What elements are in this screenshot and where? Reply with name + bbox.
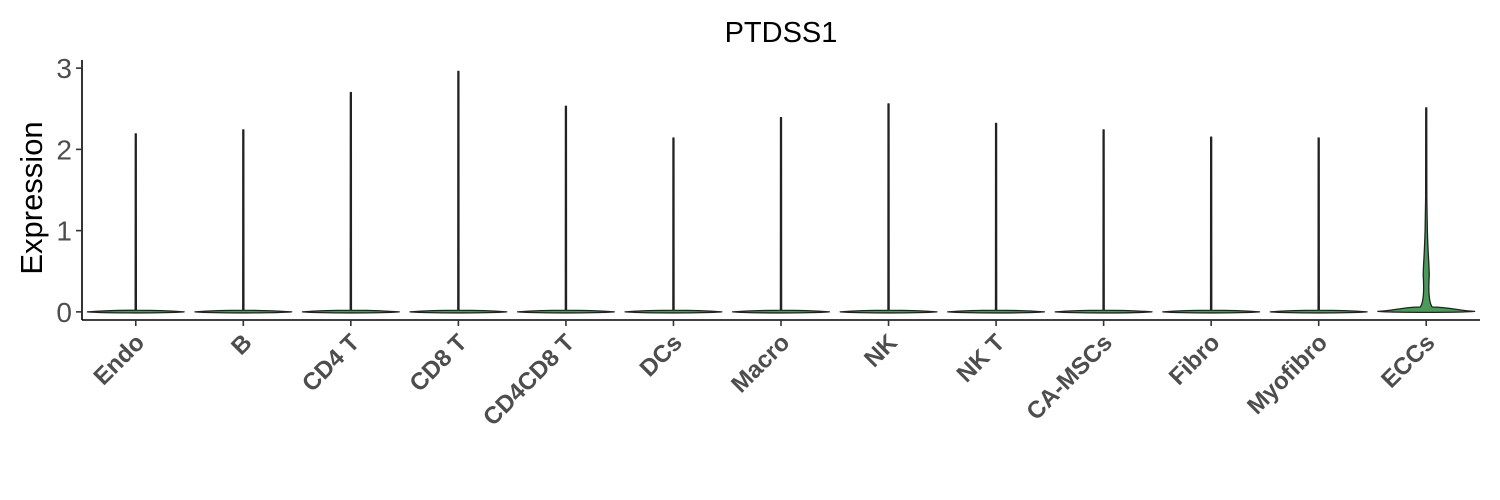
y-tick-label-2: 2 bbox=[56, 134, 72, 165]
chart-title: PTDSS1 bbox=[725, 17, 838, 49]
violin-cd8-t bbox=[409, 70, 508, 314]
x-tick-label-5: DCs bbox=[635, 329, 688, 382]
violin-endo bbox=[86, 133, 185, 314]
violin-fibro bbox=[1162, 136, 1261, 314]
violin-ca-mscs bbox=[1054, 129, 1153, 314]
x-tick-label-3: CD8 T bbox=[405, 329, 473, 397]
x-tick-label-10: Fibro bbox=[1164, 329, 1226, 391]
violin-dcs bbox=[624, 137, 723, 314]
violin-cd4-t bbox=[301, 91, 400, 314]
x-ticks-group: Endo B CD4 T CD8 T CD4CD8 T DCs Macro NK NK T CA-… bbox=[88, 320, 1440, 431]
violin-macro bbox=[731, 117, 831, 314]
x-tick-label-2: CD4 T bbox=[297, 329, 365, 397]
y-axis-label: Expression bbox=[14, 121, 49, 274]
x-tick-label-7: NK bbox=[859, 329, 903, 373]
violins-group bbox=[86, 70, 1476, 314]
x-tick-label-8: NK T bbox=[952, 329, 1011, 388]
x-tick-label-6: Macro bbox=[726, 329, 795, 398]
violin-eccs bbox=[1377, 107, 1476, 313]
y-tick-label-1: 1 bbox=[56, 216, 72, 247]
violin-cd4cd8-t bbox=[516, 105, 615, 314]
y-tick-label-0: 0 bbox=[56, 297, 72, 328]
y-ticks-group: 0 1 2 3 bbox=[56, 53, 82, 328]
x-tick-label-1: B bbox=[226, 329, 257, 360]
x-tick-label-9: CA-MSCs bbox=[1021, 329, 1117, 425]
x-tick-label-4: CD4CD8 T bbox=[478, 329, 580, 431]
violin-myofibro bbox=[1269, 137, 1368, 314]
y-tick-label-3: 3 bbox=[56, 53, 72, 84]
violin-nk-t bbox=[947, 122, 1046, 314]
violin-nk bbox=[839, 103, 938, 314]
violin-b bbox=[194, 129, 293, 314]
x-tick-label-0: Endo bbox=[88, 329, 150, 391]
x-tick-label-12: ECCs bbox=[1376, 329, 1440, 393]
x-tick-label-11: Myofibro bbox=[1242, 329, 1333, 420]
